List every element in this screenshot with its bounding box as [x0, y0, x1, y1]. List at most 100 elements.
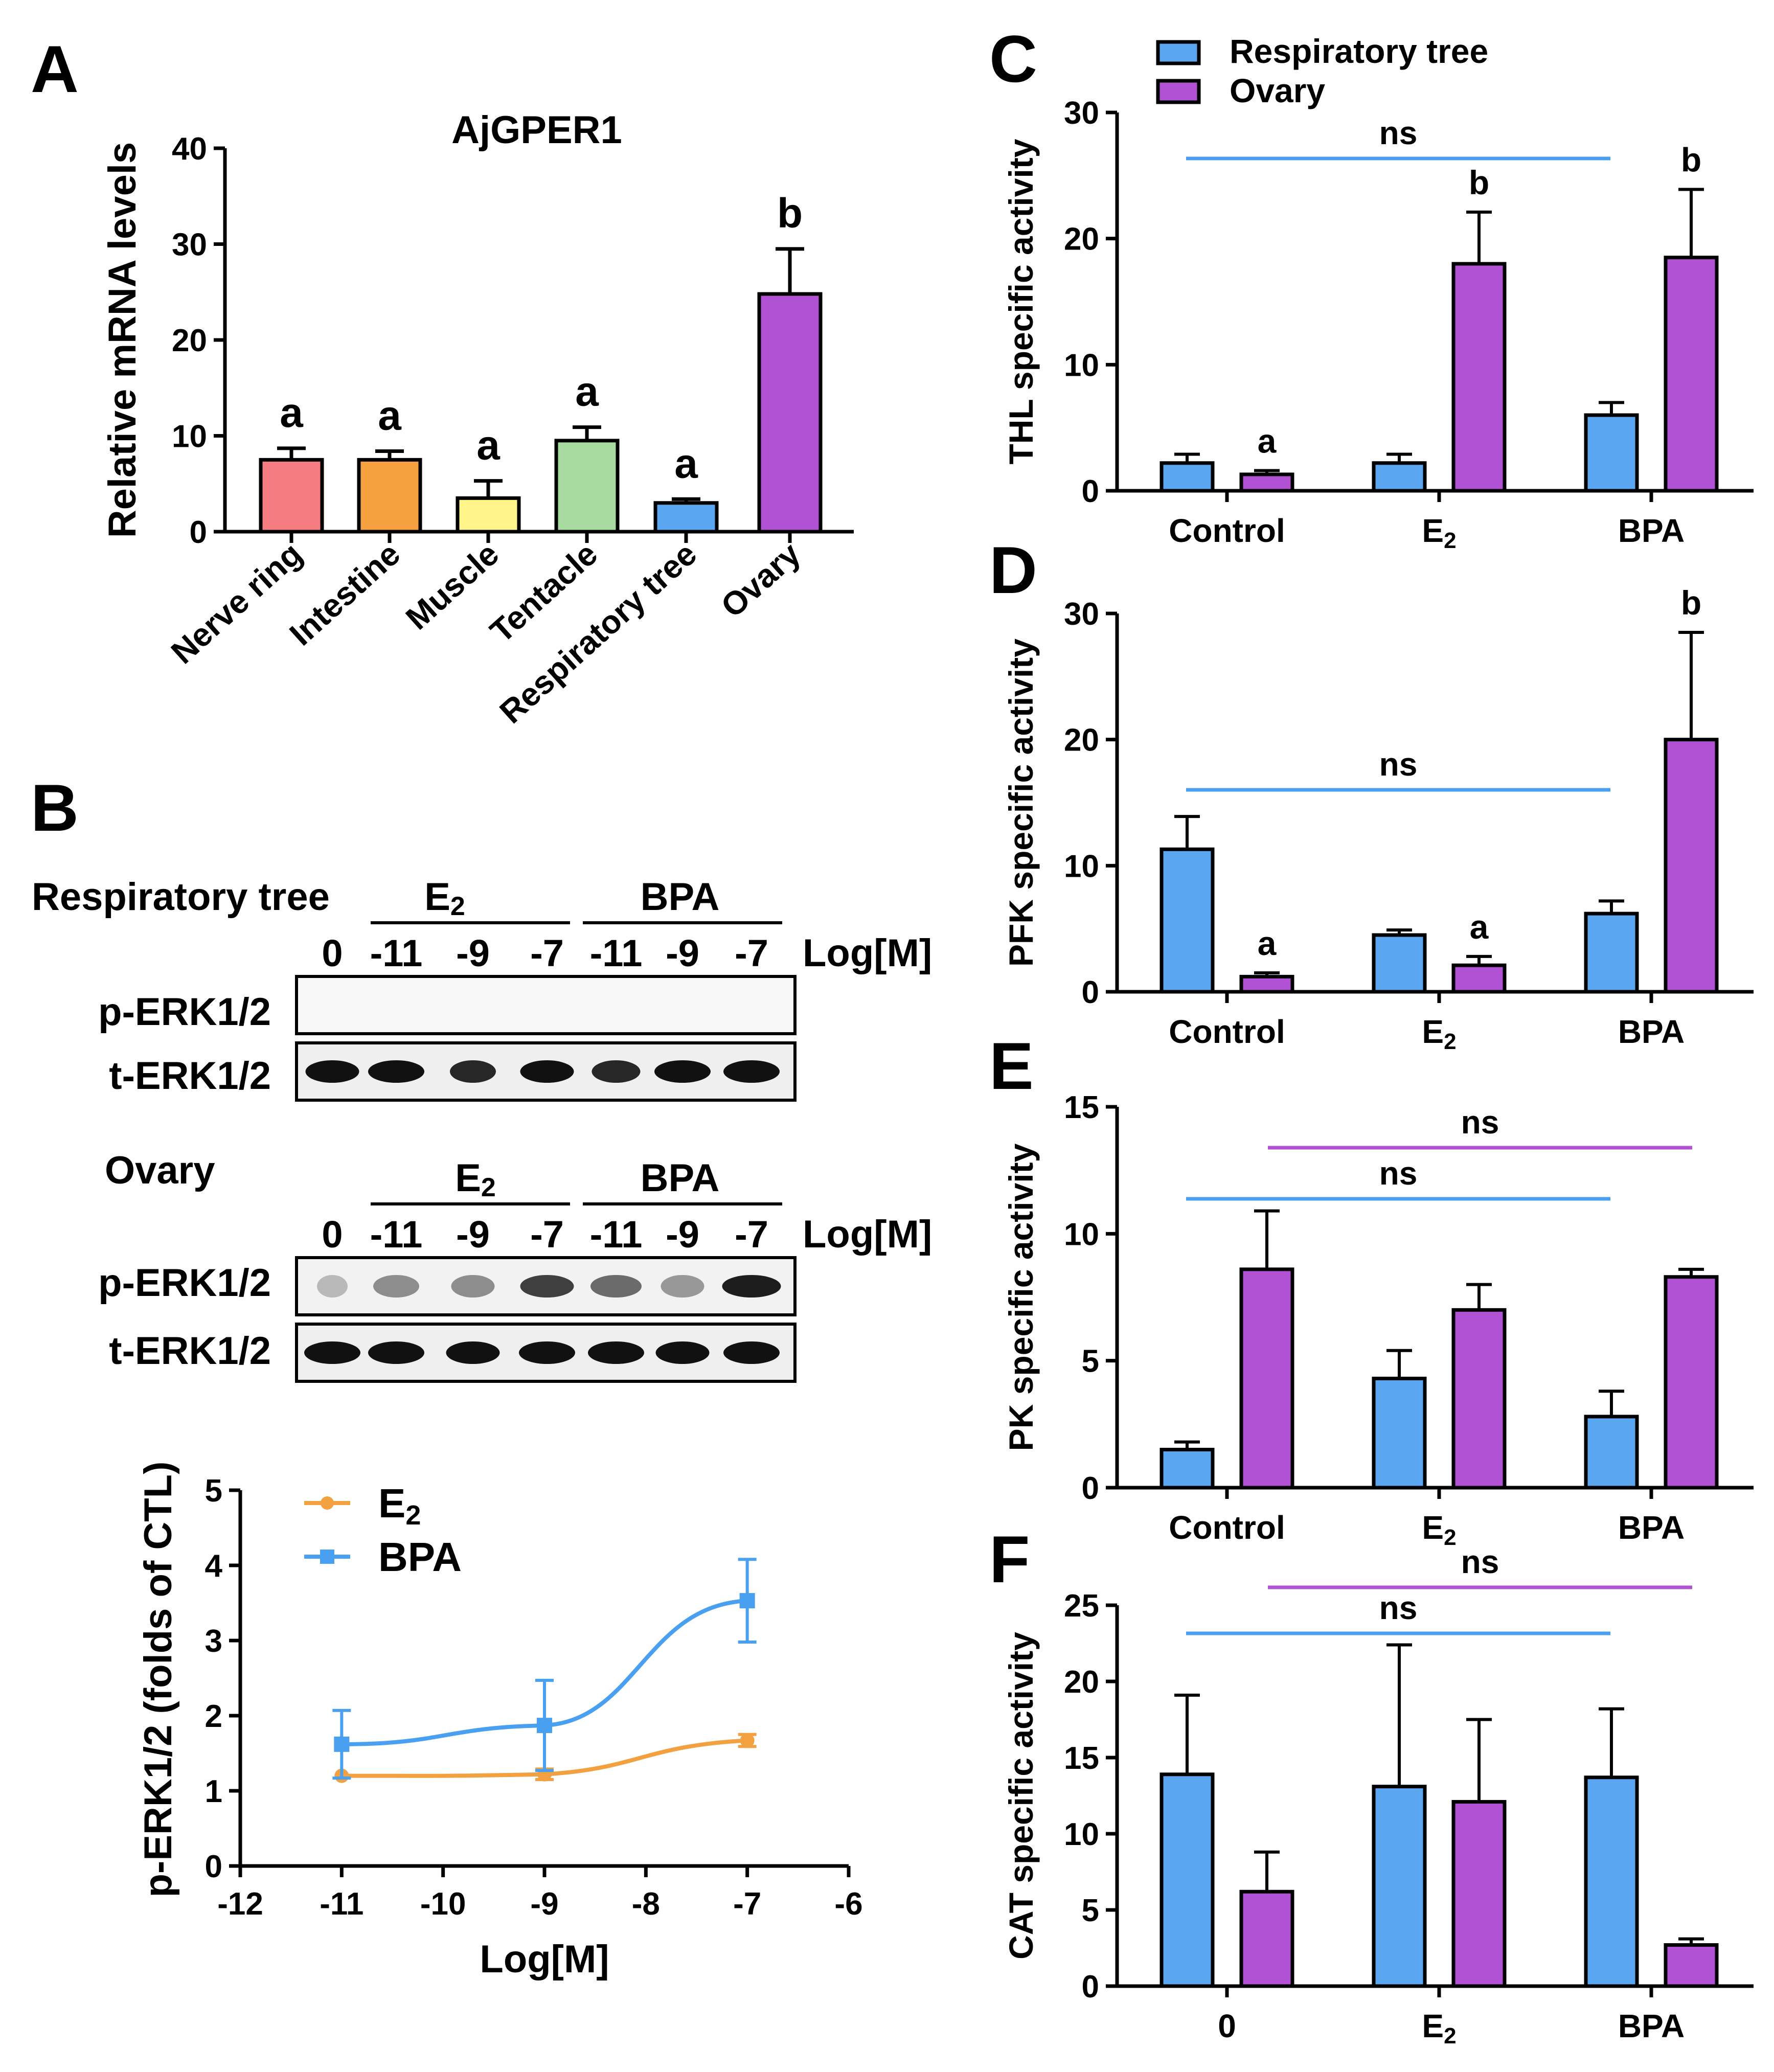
x-tick-label-c: E2 — [1422, 512, 1456, 553]
blot-band — [654, 1060, 711, 1083]
chart-d-ylabel: PFK specific activity — [1002, 639, 1040, 967]
bar-a-2 — [456, 496, 521, 534]
chart-f: 0 5 10 15 20 25 CAT specific activity 0 E2 BPA ns n… — [1002, 1543, 1754, 2048]
x-tick-label-a: Ovary — [714, 535, 807, 625]
blot-perk-label-2: p-ERK1/2 — [98, 1261, 271, 1305]
x-tick-label-a: Nerve ring — [164, 535, 309, 671]
y-tick-label-d: 0 — [1082, 975, 1099, 1010]
blot-band — [368, 1341, 424, 1364]
y-tick-label-a: 10 — [172, 419, 207, 454]
panel-label-e: E — [989, 1029, 1034, 1103]
blot-lane-label: 0 — [322, 1213, 343, 1256]
blot-lane-label: -9 — [666, 1213, 699, 1256]
y-tick-label-a: 40 — [172, 131, 207, 167]
y-tick-label-e: 0 — [1082, 1471, 1099, 1506]
bar-e — [1664, 1275, 1719, 1490]
y-tick-label-c: 20 — [1064, 222, 1099, 257]
significance-letter-c: b — [1469, 164, 1489, 201]
legend-swatch-respiratory-tree — [1156, 40, 1201, 65]
series-line-b — [342, 1599, 747, 1746]
x-tick-label-f: 0 — [1218, 2008, 1236, 2044]
y-tick-label-f: 15 — [1064, 1741, 1099, 1776]
panel-label-b: B — [31, 770, 79, 845]
legend-label-b: E2 — [378, 1481, 421, 1531]
bar-d — [1451, 963, 1507, 994]
blot-lane-label: -7 — [735, 1213, 768, 1256]
y-tick-label-b: 4 — [205, 1549, 223, 1584]
blot-lane-label: 0 — [322, 932, 343, 974]
blot-lane-label: -7 — [530, 1213, 564, 1256]
y-tick-label-a: 0 — [190, 515, 207, 550]
chart-b-xlabel: Log[M] — [480, 1938, 609, 1981]
y-tick-label-e: 15 — [1064, 1090, 1099, 1125]
bar-e — [1451, 1308, 1507, 1490]
y-tick-label-b: 1 — [205, 1774, 222, 1809]
blot-band — [305, 1060, 359, 1083]
bar-d — [1159, 847, 1215, 994]
y-tick-label-a: 30 — [172, 227, 207, 263]
x-tick-label-f: BPA — [1618, 2008, 1685, 2044]
significance-letter-d: a — [1258, 924, 1277, 962]
x-tick-label-e: Control — [1169, 1509, 1285, 1546]
x-tick-label-b: -10 — [420, 1886, 466, 1922]
blot-lane-label: -11 — [370, 1213, 423, 1256]
legend-marker-b — [320, 1550, 334, 1564]
bar-c — [1584, 413, 1639, 493]
significance-letter-d: b — [1681, 584, 1701, 622]
x-tick-label-a: Intestine — [283, 535, 407, 653]
chart-e: 0 5 10 15 PK specific activity Control E2 BPA ns… — [1002, 1090, 1754, 1550]
data-point-b — [739, 1593, 755, 1609]
y-tick-label-d: 20 — [1064, 723, 1099, 758]
blot-band — [304, 1341, 360, 1364]
blot-terk-label-2: t-ERK1/2 — [109, 1329, 271, 1373]
significance-letter-c: b — [1681, 141, 1701, 178]
chart-c: 0 10 20 30 THL specific activity Control a E2 b B… — [1002, 96, 1754, 553]
legend-label-respiratory-tree: Respiratory tree — [1230, 32, 1488, 70]
blot-lane-label: -11 — [370, 932, 423, 974]
bar-c — [1239, 472, 1294, 493]
blot-perk-strip-respiratory — [295, 975, 797, 1035]
x-tick-label-c: BPA — [1618, 512, 1685, 549]
blot-band — [520, 1275, 574, 1297]
y-tick-label-c: 30 — [1064, 96, 1099, 131]
significance-letter-a: a — [674, 440, 698, 487]
data-point-b — [537, 1718, 552, 1734]
legend-label-b: BPA — [378, 1534, 462, 1580]
blot-band — [317, 1275, 348, 1297]
blot-band — [520, 1060, 574, 1083]
significance-letter-a: a — [575, 369, 599, 415]
blot-lane-label: -9 — [456, 1213, 490, 1256]
bar-c — [1664, 256, 1719, 493]
blot-band — [723, 1341, 780, 1364]
bar-f — [1664, 1943, 1719, 1988]
bar-f — [1239, 1889, 1294, 1988]
chart-d: 0 10 20 30 PFK specific activity Control a E2 a B… — [1002, 584, 1754, 1054]
y-tick-label-e: 10 — [1064, 1217, 1099, 1252]
blot-lane-label: -9 — [456, 932, 490, 974]
bar-f — [1451, 1800, 1507, 1988]
x-tick-label-e: E2 — [1422, 1509, 1456, 1550]
bar-c — [1451, 262, 1507, 493]
y-tick-label-d: 30 — [1064, 597, 1099, 632]
blot-band — [446, 1341, 500, 1364]
bar-f — [1584, 1775, 1639, 1988]
y-tick-label-b: 0 — [205, 1849, 222, 1884]
blot-band — [451, 1275, 495, 1297]
legend-swatch-ovary — [1156, 79, 1201, 104]
y-tick-label-f: 5 — [1082, 1893, 1099, 1928]
bar-d — [1372, 933, 1427, 994]
significance-letter-a: a — [378, 393, 402, 439]
blot-lane-label: -9 — [666, 932, 699, 974]
blot-e2-header-1: E2 — [424, 875, 465, 921]
bar-a-3 — [554, 439, 620, 534]
ns-label-f: ns — [1379, 1589, 1418, 1626]
y-tick-label-f: 25 — [1064, 1588, 1099, 1624]
y-tick-label-f: 0 — [1082, 1969, 1099, 2005]
y-tick-label-c: 10 — [1064, 348, 1099, 383]
bar-c — [1372, 461, 1427, 493]
blot-band — [723, 1060, 780, 1083]
y-tick-label-a: 20 — [172, 323, 207, 358]
x-tick-label-d: Control — [1169, 1013, 1285, 1050]
bar-a-4 — [653, 501, 719, 534]
